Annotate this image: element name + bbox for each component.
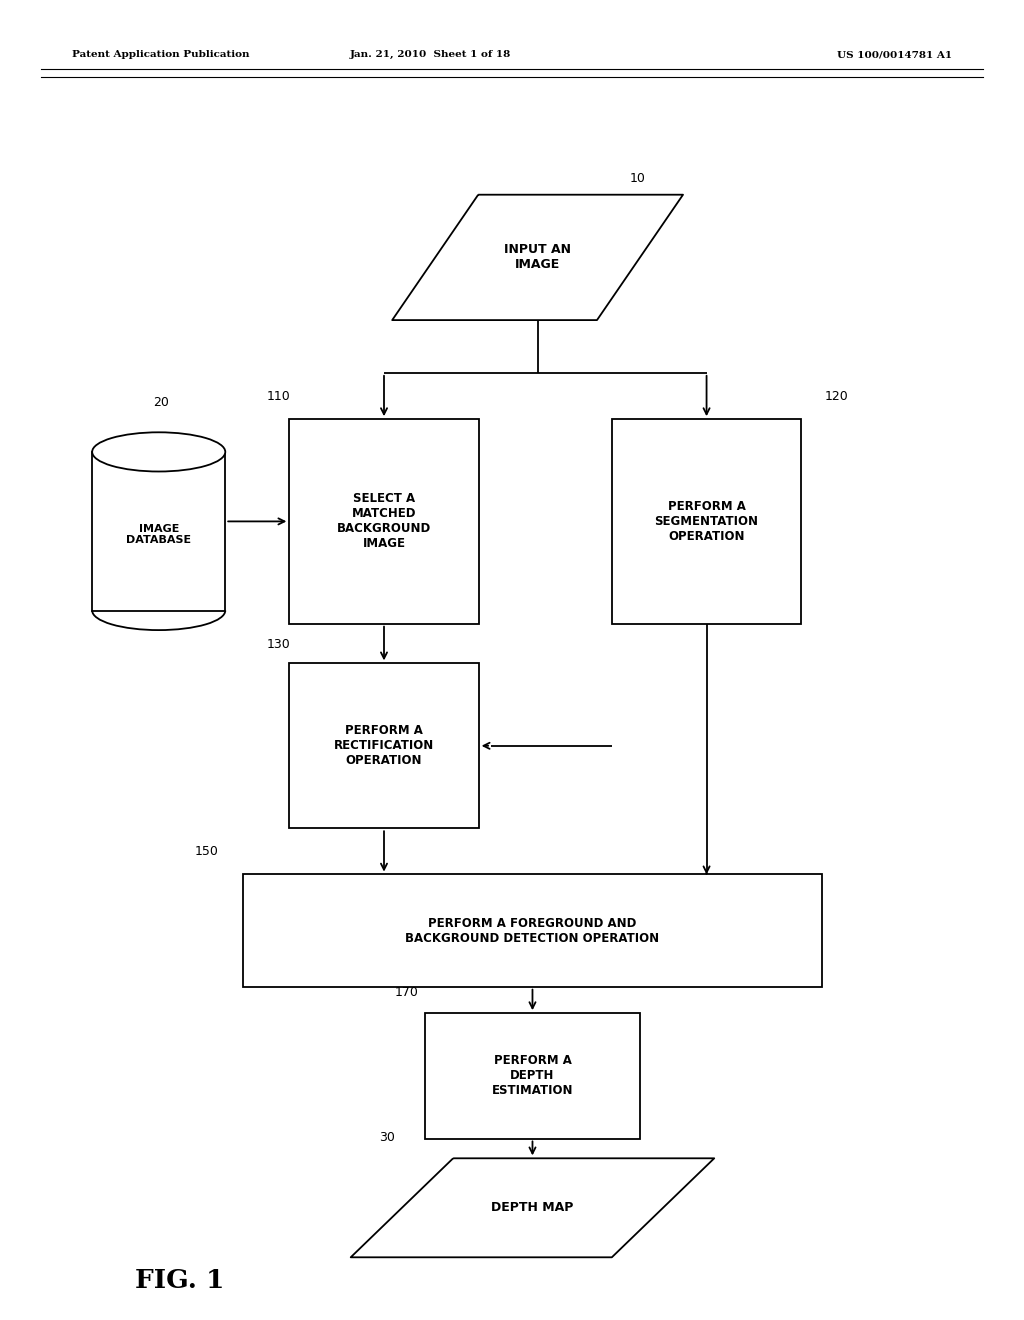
Bar (92, 451, 225, 610)
Text: PERFORM A
RECTIFICATION
OPERATION: PERFORM A RECTIFICATION OPERATION (334, 725, 434, 767)
Text: 110: 110 (266, 389, 290, 403)
Text: IMAGE
DATABASE: IMAGE DATABASE (126, 524, 191, 545)
Text: 150: 150 (195, 845, 218, 858)
Text: SELECT A
MATCHED
BACKGROUND
IMAGE: SELECT A MATCHED BACKGROUND IMAGE (337, 492, 431, 550)
Bar (289, 663, 478, 829)
Bar (425, 1014, 640, 1138)
Text: 10: 10 (630, 172, 646, 185)
Text: 130: 130 (266, 638, 290, 651)
Bar (244, 874, 821, 986)
Text: FIG. 1: FIG. 1 (134, 1269, 224, 1292)
Text: 120: 120 (824, 389, 848, 403)
Bar (611, 420, 801, 624)
Text: PERFORM A
DEPTH
ESTIMATION: PERFORM A DEPTH ESTIMATION (492, 1055, 573, 1097)
Text: Patent Application Publication: Patent Application Publication (72, 50, 249, 59)
Text: INPUT AN
IMAGE: INPUT AN IMAGE (504, 243, 571, 272)
Text: US 100/0014781 A1: US 100/0014781 A1 (838, 50, 952, 59)
Text: 30: 30 (379, 1131, 395, 1144)
Text: 170: 170 (394, 986, 418, 999)
Bar (289, 420, 478, 624)
Text: PERFORM A
SEGMENTATION
OPERATION: PERFORM A SEGMENTATION OPERATION (654, 500, 759, 543)
Text: PERFORM A FOREGROUND AND
BACKGROUND DETECTION OPERATION: PERFORM A FOREGROUND AND BACKGROUND DETE… (406, 916, 659, 945)
Text: Jan. 21, 2010  Sheet 1 of 18: Jan. 21, 2010 Sheet 1 of 18 (349, 50, 511, 59)
Ellipse shape (92, 433, 225, 471)
Text: DEPTH MAP: DEPTH MAP (492, 1201, 573, 1214)
Text: 20: 20 (154, 396, 170, 409)
